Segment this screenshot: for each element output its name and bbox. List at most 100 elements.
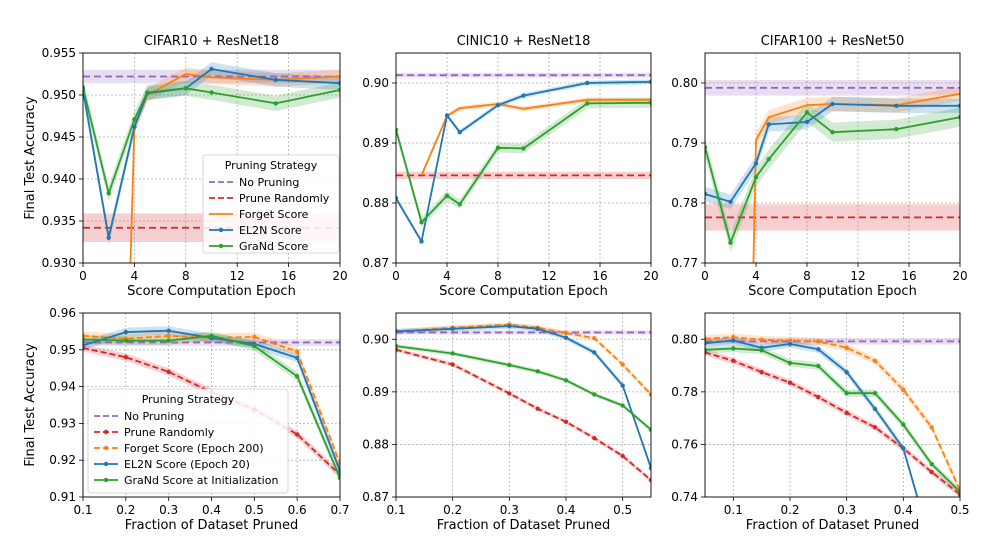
- x-tick-label: 0.1: [386, 503, 405, 517]
- x-tick-label: 0.5: [950, 503, 969, 517]
- point-random: [816, 394, 821, 400]
- x-tick-label: 0: [79, 269, 87, 283]
- point-el2n: [521, 93, 526, 98]
- point-el2n: [787, 341, 793, 347]
- line-grand: [705, 347, 960, 493]
- y-tick-label: 0.95: [49, 343, 76, 357]
- x-axis-label: Score Computation Epoch: [748, 284, 917, 299]
- chart-title: CINIC10 + ResNet18: [457, 34, 591, 49]
- legend-marker-el2n: [103, 461, 109, 467]
- legend-label-random: Prune Randomly: [124, 426, 215, 439]
- point-grand: [337, 475, 340, 481]
- point-el2n: [419, 239, 424, 244]
- legend-label-forget: Forget Score (Epoch 200): [124, 442, 264, 455]
- point-grand: [787, 360, 793, 366]
- point-el2n: [209, 66, 214, 72]
- point-grand: [457, 202, 462, 207]
- x-tick-label: 8: [494, 269, 502, 283]
- point-random: [123, 354, 129, 360]
- x-tick-label: 12: [850, 269, 865, 283]
- point-random: [563, 419, 569, 425]
- x-axis-label: Fraction of Dataset Pruned: [746, 518, 919, 533]
- x-tick-label: 20: [643, 269, 658, 283]
- band-random: [705, 349, 960, 497]
- point-forget: [294, 349, 300, 354]
- x-tick-label: 12: [541, 269, 556, 283]
- x-tick-label: 4: [131, 269, 139, 283]
- x-tick-label: 0.5: [245, 503, 264, 517]
- point-random: [535, 406, 540, 411]
- legend: Pruning Strategy No Pruning Prune Randomly…: [202, 154, 340, 254]
- point-el2n: [535, 326, 540, 331]
- band-grand: [396, 98, 651, 227]
- y-tick-label: 0.89: [362, 385, 389, 399]
- y-tick-label: 0.87: [362, 256, 389, 270]
- point-random: [294, 432, 300, 437]
- point-el2n: [166, 328, 171, 333]
- point-random: [731, 358, 736, 364]
- plot-area: [396, 322, 651, 483]
- point-grand: [166, 338, 171, 343]
- x-axis-label: Score Computation Epoch: [439, 284, 608, 299]
- point-grand: [132, 117, 137, 122]
- point-grand: [83, 85, 86, 90]
- x-tick-label: 0.4: [202, 503, 221, 517]
- point-el2n: [918, 505, 922, 509]
- point-forget: [787, 338, 793, 343]
- line-el2n: [705, 103, 960, 203]
- point-el2n: [294, 355, 300, 361]
- point-el2n: [830, 101, 835, 107]
- point-el2n: [495, 103, 501, 108]
- y-tick-label: 0.74: [671, 490, 698, 504]
- point-grand: [894, 127, 899, 132]
- y-tick-label: 0.80: [671, 76, 698, 90]
- band-el2n: [705, 96, 960, 209]
- point-grand: [563, 378, 569, 383]
- point-forget: [620, 362, 625, 367]
- y-tick-label: 0.80: [671, 332, 698, 346]
- point-random: [166, 369, 171, 375]
- point-grand: [273, 101, 278, 106]
- point-grand: [106, 191, 111, 196]
- y-tick-label: 0.93: [49, 416, 76, 430]
- point-forget: [592, 336, 597, 341]
- point-forget: [901, 387, 906, 392]
- y-tick-label: 0.96: [49, 306, 76, 320]
- point-el2n: [705, 341, 708, 346]
- x-tick-label: 0.3: [159, 503, 178, 517]
- point-grand: [535, 369, 540, 374]
- point-forget: [731, 334, 736, 340]
- point-grand: [444, 193, 450, 198]
- point-grand: [419, 220, 424, 225]
- x-tick-label: 0: [392, 269, 400, 283]
- line-grand: [396, 345, 651, 431]
- point-forget: [844, 345, 849, 350]
- point-grand: [731, 346, 736, 351]
- line-el2n: [396, 80, 651, 243]
- point-random: [592, 435, 597, 441]
- legend-marker-grand: [218, 243, 224, 249]
- point-forget: [705, 336, 708, 341]
- point-el2n: [753, 161, 759, 166]
- y-tick-label: 0.90: [362, 76, 389, 90]
- x-axis-label: Fraction of Dataset Pruned: [125, 518, 298, 533]
- point-forget: [563, 330, 569, 336]
- point-grand: [585, 101, 590, 106]
- point-grand: [929, 461, 934, 467]
- point-random: [787, 380, 793, 385]
- x-axis-label: Fraction of Dataset Pruned: [437, 518, 610, 533]
- x-tick-label: 8: [803, 269, 811, 283]
- x-tick-label: 20: [952, 269, 967, 283]
- point-forget: [166, 333, 171, 339]
- legend-label-grand: GraNd Score at Initialization: [124, 474, 278, 487]
- axes-frame: [704, 312, 961, 498]
- y-tick-label: 0.88: [362, 196, 389, 210]
- point-grand: [766, 157, 771, 162]
- y-tick-label: 0.90: [362, 332, 389, 346]
- legend-title: Pruning Strategy: [142, 393, 235, 406]
- y-tick-label: 0.935: [42, 214, 76, 228]
- legend-box: [87, 388, 289, 494]
- point-el2n: [804, 119, 810, 125]
- point-random: [872, 425, 878, 430]
